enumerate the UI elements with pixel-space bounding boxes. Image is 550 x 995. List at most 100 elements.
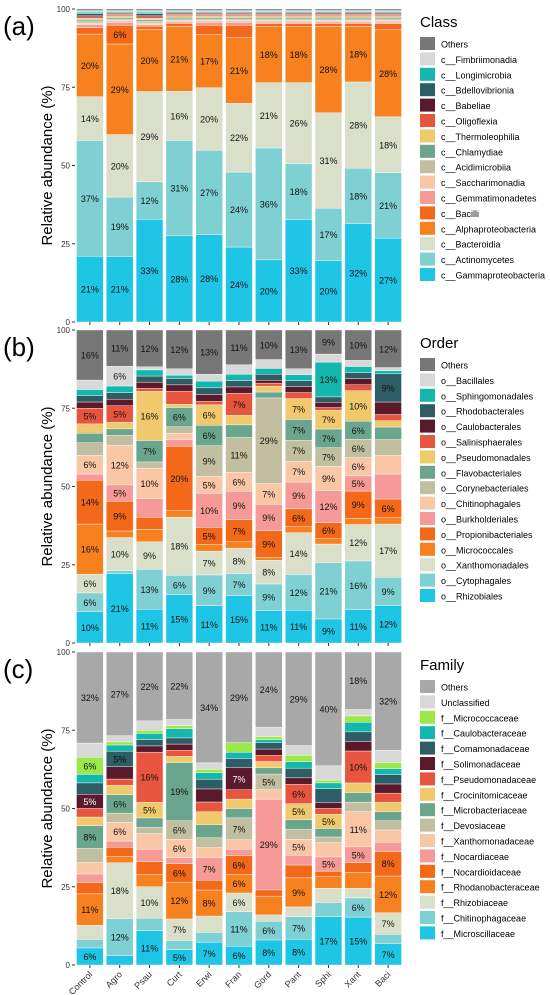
bar-segment	[255, 739, 283, 743]
bar-segment	[255, 583, 283, 611]
bar-segment	[314, 902, 343, 917]
bar-segment	[374, 14, 402, 17]
bar-segment	[76, 924, 104, 940]
bar-segment	[195, 811, 223, 826]
bar-segment	[135, 219, 164, 323]
bar-segment	[285, 532, 313, 575]
bar-segment	[285, 877, 313, 908]
bar-value-label: 5%	[113, 754, 126, 764]
bar-segment	[195, 889, 223, 917]
legend-item: c__Bdellovibrionia	[441, 86, 514, 96]
legend-swatch	[420, 787, 435, 801]
bar-value-label: 29%	[230, 693, 248, 703]
bar-segment	[374, 774, 402, 785]
bar-segment	[314, 260, 343, 323]
x-tick-label: Gord	[252, 969, 273, 990]
bar-segment	[76, 389, 104, 396]
bar-value-label: 24%	[230, 205, 248, 215]
legend-swatch	[420, 160, 435, 174]
bar-segment	[225, 742, 253, 753]
bar-value-label: 20%	[111, 161, 129, 171]
bar-segment	[76, 473, 104, 481]
bar-segment	[314, 788, 343, 804]
bar-value-label: 12%	[349, 538, 367, 548]
bar-segment	[195, 149, 223, 235]
bar-value-label: 9%	[143, 551, 156, 561]
bar-segment	[374, 517, 402, 525]
legend-item: f__Solimonadaceae	[441, 760, 521, 770]
legend-item: c__Chlamydiae	[441, 147, 503, 157]
bar-segment	[374, 802, 402, 812]
bar-segment	[225, 171, 253, 248]
bar-value-label: 11%	[260, 622, 277, 632]
legend-swatch	[420, 710, 435, 724]
bar-segment	[76, 523, 104, 575]
bar-value-label: 11%	[350, 622, 367, 632]
bar-value-label: 6%	[292, 789, 305, 799]
bar-value-label: 20%	[81, 61, 99, 71]
bar-value-label: 11%	[111, 344, 128, 354]
bar-segment	[314, 8, 343, 11]
legend-title: Class	[420, 14, 458, 31]
bar-segment	[314, 870, 343, 877]
bar-value-label: 7%	[232, 526, 245, 536]
legend-item: o__Cytophagales	[441, 576, 512, 586]
bar-segment	[106, 15, 134, 18]
legend-swatch	[420, 880, 435, 894]
bar-segment	[195, 772, 223, 780]
bar-segment	[344, 15, 372, 18]
legend-item: c__Gammaproteobacteria	[441, 271, 545, 281]
bar-segment	[106, 537, 134, 571]
bar-segment	[374, 829, 402, 843]
bar-segment	[165, 15, 193, 18]
bar-segment	[314, 802, 343, 809]
bar-value-label: 28%	[349, 121, 367, 131]
bar-segment	[76, 611, 104, 644]
legend-title: Order	[420, 335, 458, 352]
bar-segment	[285, 574, 313, 611]
bar-segment	[344, 888, 372, 899]
bar-segment	[314, 538, 343, 545]
legend-item: c__Saccharimonadia	[441, 178, 525, 188]
legend-item: o__Salinisphaerales	[441, 438, 523, 448]
bar-value-label: 13%	[319, 375, 337, 385]
legend-swatch	[420, 450, 435, 464]
bar-value-label: 13%	[141, 585, 159, 595]
bar-segment	[374, 373, 402, 403]
bar-value-label: 22%	[141, 682, 159, 692]
legend-item: Others	[441, 361, 469, 371]
bar-segment	[165, 374, 193, 379]
bar-segment	[76, 18, 104, 21]
bar-segment	[314, 18, 343, 21]
bar-value-label: 33%	[290, 266, 308, 276]
bar-segment	[285, 23, 313, 27]
legend-swatch	[420, 558, 435, 572]
bar-segment	[314, 207, 343, 261]
bar-segment	[195, 778, 223, 790]
bar-segment	[285, 767, 313, 779]
legend-item: o__Rhodobacterales	[441, 407, 525, 417]
bar-value-label: 22%	[170, 681, 188, 691]
y-tick-label: 0	[66, 961, 71, 970]
bar-value-label: 6%	[352, 903, 365, 913]
bar-segment	[195, 87, 223, 151]
bar-segment	[165, 510, 193, 518]
bar-value-label: 10%	[111, 550, 129, 560]
bar-segment	[255, 8, 283, 11]
bar-segment	[225, 18, 253, 21]
bar-segment	[225, 329, 253, 365]
bar-segment	[344, 167, 372, 224]
bar-segment	[165, 940, 193, 950]
bar-segment	[255, 382, 283, 387]
bar-segment	[285, 651, 313, 746]
bar-value-label: 8%	[262, 948, 275, 958]
bar-segment	[225, 415, 253, 426]
bar-segment	[106, 43, 134, 135]
bar-segment	[225, 8, 253, 11]
bar-segment	[195, 651, 223, 764]
bar-value-label: 7%	[203, 559, 216, 569]
bar-value-label: 6%	[232, 879, 245, 889]
bar-segment	[255, 385, 283, 393]
y-tick-label: 25	[61, 561, 70, 570]
bar-value-label: 16%	[141, 411, 159, 421]
